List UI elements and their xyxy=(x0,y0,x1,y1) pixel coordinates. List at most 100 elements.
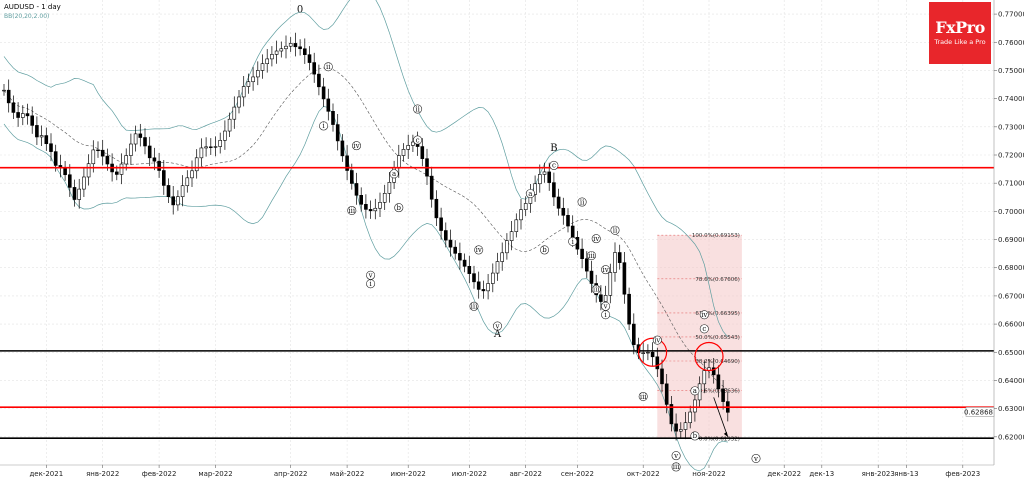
wave-label: iv xyxy=(593,235,599,243)
wave-label: i xyxy=(369,280,372,288)
candle-body xyxy=(678,429,683,432)
wave-label: B xyxy=(550,143,557,154)
grid-lines xyxy=(0,0,994,465)
candle-body xyxy=(213,146,218,148)
wave-label-circle xyxy=(323,62,333,72)
candle-body xyxy=(185,177,190,187)
candle-body xyxy=(490,272,495,284)
x-tick-label: сен-2022 xyxy=(561,470,594,478)
candle-body xyxy=(711,367,716,376)
wave-label: i xyxy=(604,311,607,319)
candles xyxy=(2,32,730,441)
wave-label-circle xyxy=(690,431,700,441)
candle-body xyxy=(251,76,255,83)
candle-body xyxy=(472,273,476,283)
current-price-label: 0.62868 xyxy=(964,408,993,416)
candle-body xyxy=(411,141,415,146)
candle-body xyxy=(6,89,11,104)
candle-body xyxy=(176,196,180,206)
candle-body xyxy=(500,252,505,262)
candle-body xyxy=(317,73,321,88)
candle-body xyxy=(237,96,241,108)
candle-body xyxy=(20,113,25,118)
wave-label: v xyxy=(368,272,373,280)
x-tick-label: июл-2022 xyxy=(452,470,487,478)
wave-label-circle xyxy=(413,135,423,145)
candle-body xyxy=(307,54,312,63)
candle-body xyxy=(721,388,725,402)
candle-body xyxy=(345,155,349,171)
brand-tagline: Trade Like a Pro xyxy=(934,38,986,46)
wave-label: iv xyxy=(654,336,660,344)
x-axis: дек-2021 янв-2022 фев-2022 мар-2022 апр-2022… xyxy=(0,464,994,478)
wave-label-circle xyxy=(638,391,648,401)
candle-body xyxy=(30,115,35,126)
wave-label: iii xyxy=(348,207,355,215)
wave-label-circle xyxy=(413,104,423,114)
candle-body xyxy=(293,43,298,48)
candle-body xyxy=(434,198,439,219)
wave-label-circle xyxy=(601,265,611,275)
wave-label-circle xyxy=(474,245,484,255)
candle-body xyxy=(505,240,509,254)
candle-body xyxy=(53,151,58,166)
candle-body xyxy=(312,62,317,75)
wave-label: c xyxy=(702,325,706,333)
candle-body xyxy=(439,217,443,231)
brand-name: FxPro xyxy=(935,18,985,37)
candle-body xyxy=(542,171,547,175)
fib-level-label: 78.6%(0.67606) xyxy=(695,277,740,283)
wave-label-circle xyxy=(610,225,620,235)
candle-body xyxy=(364,204,368,210)
fib-level-label: 0.0%(0.61932) xyxy=(699,437,740,443)
wave-label-circle xyxy=(351,141,361,151)
candle-body xyxy=(458,253,462,261)
candle-body xyxy=(270,54,274,60)
candle-body xyxy=(162,170,166,186)
candle-body xyxy=(406,145,411,150)
candle-body xyxy=(622,262,627,295)
wave-label: i xyxy=(322,122,325,130)
x-tick-label: авг-2022 xyxy=(509,470,541,478)
wave-label-circle xyxy=(591,284,601,294)
x-tick-label: дек-2022 xyxy=(767,470,801,478)
wave-label: iii xyxy=(588,252,595,260)
wave-label: c xyxy=(552,162,556,170)
candle-body xyxy=(646,351,650,354)
candle-body xyxy=(298,46,302,50)
candle-body xyxy=(349,170,354,184)
candle-body xyxy=(509,231,514,241)
candle-body xyxy=(124,155,128,165)
candle-body xyxy=(204,146,208,149)
wave-label: b xyxy=(397,204,402,212)
candle-body xyxy=(584,258,589,272)
wave-label: a xyxy=(392,170,396,178)
candle-body xyxy=(105,155,110,165)
candle-body xyxy=(603,295,608,302)
candle-body xyxy=(495,261,500,274)
candle-body xyxy=(119,163,124,175)
wave-label: iv xyxy=(353,142,359,150)
wave-label-circle xyxy=(525,189,535,199)
x-tick-label: май-2022 xyxy=(330,470,364,478)
wave-label: a xyxy=(693,387,697,395)
candle-body xyxy=(617,252,622,263)
x-tick-label: янв-2023 xyxy=(862,470,895,478)
candle-body xyxy=(462,259,467,267)
candle-body xyxy=(138,133,143,138)
candle-body xyxy=(199,147,204,159)
wave-label-circle xyxy=(652,335,662,345)
wave-label: i xyxy=(572,238,575,246)
wave-label: iii xyxy=(640,393,647,401)
wave-label-circle xyxy=(577,197,587,207)
candle-body xyxy=(368,209,373,212)
candle-body xyxy=(147,145,152,159)
candle-body xyxy=(284,45,288,50)
candle-body xyxy=(561,207,566,216)
chart-title: AUDUSD - 1 day xyxy=(4,3,61,11)
candle-body xyxy=(190,170,194,179)
